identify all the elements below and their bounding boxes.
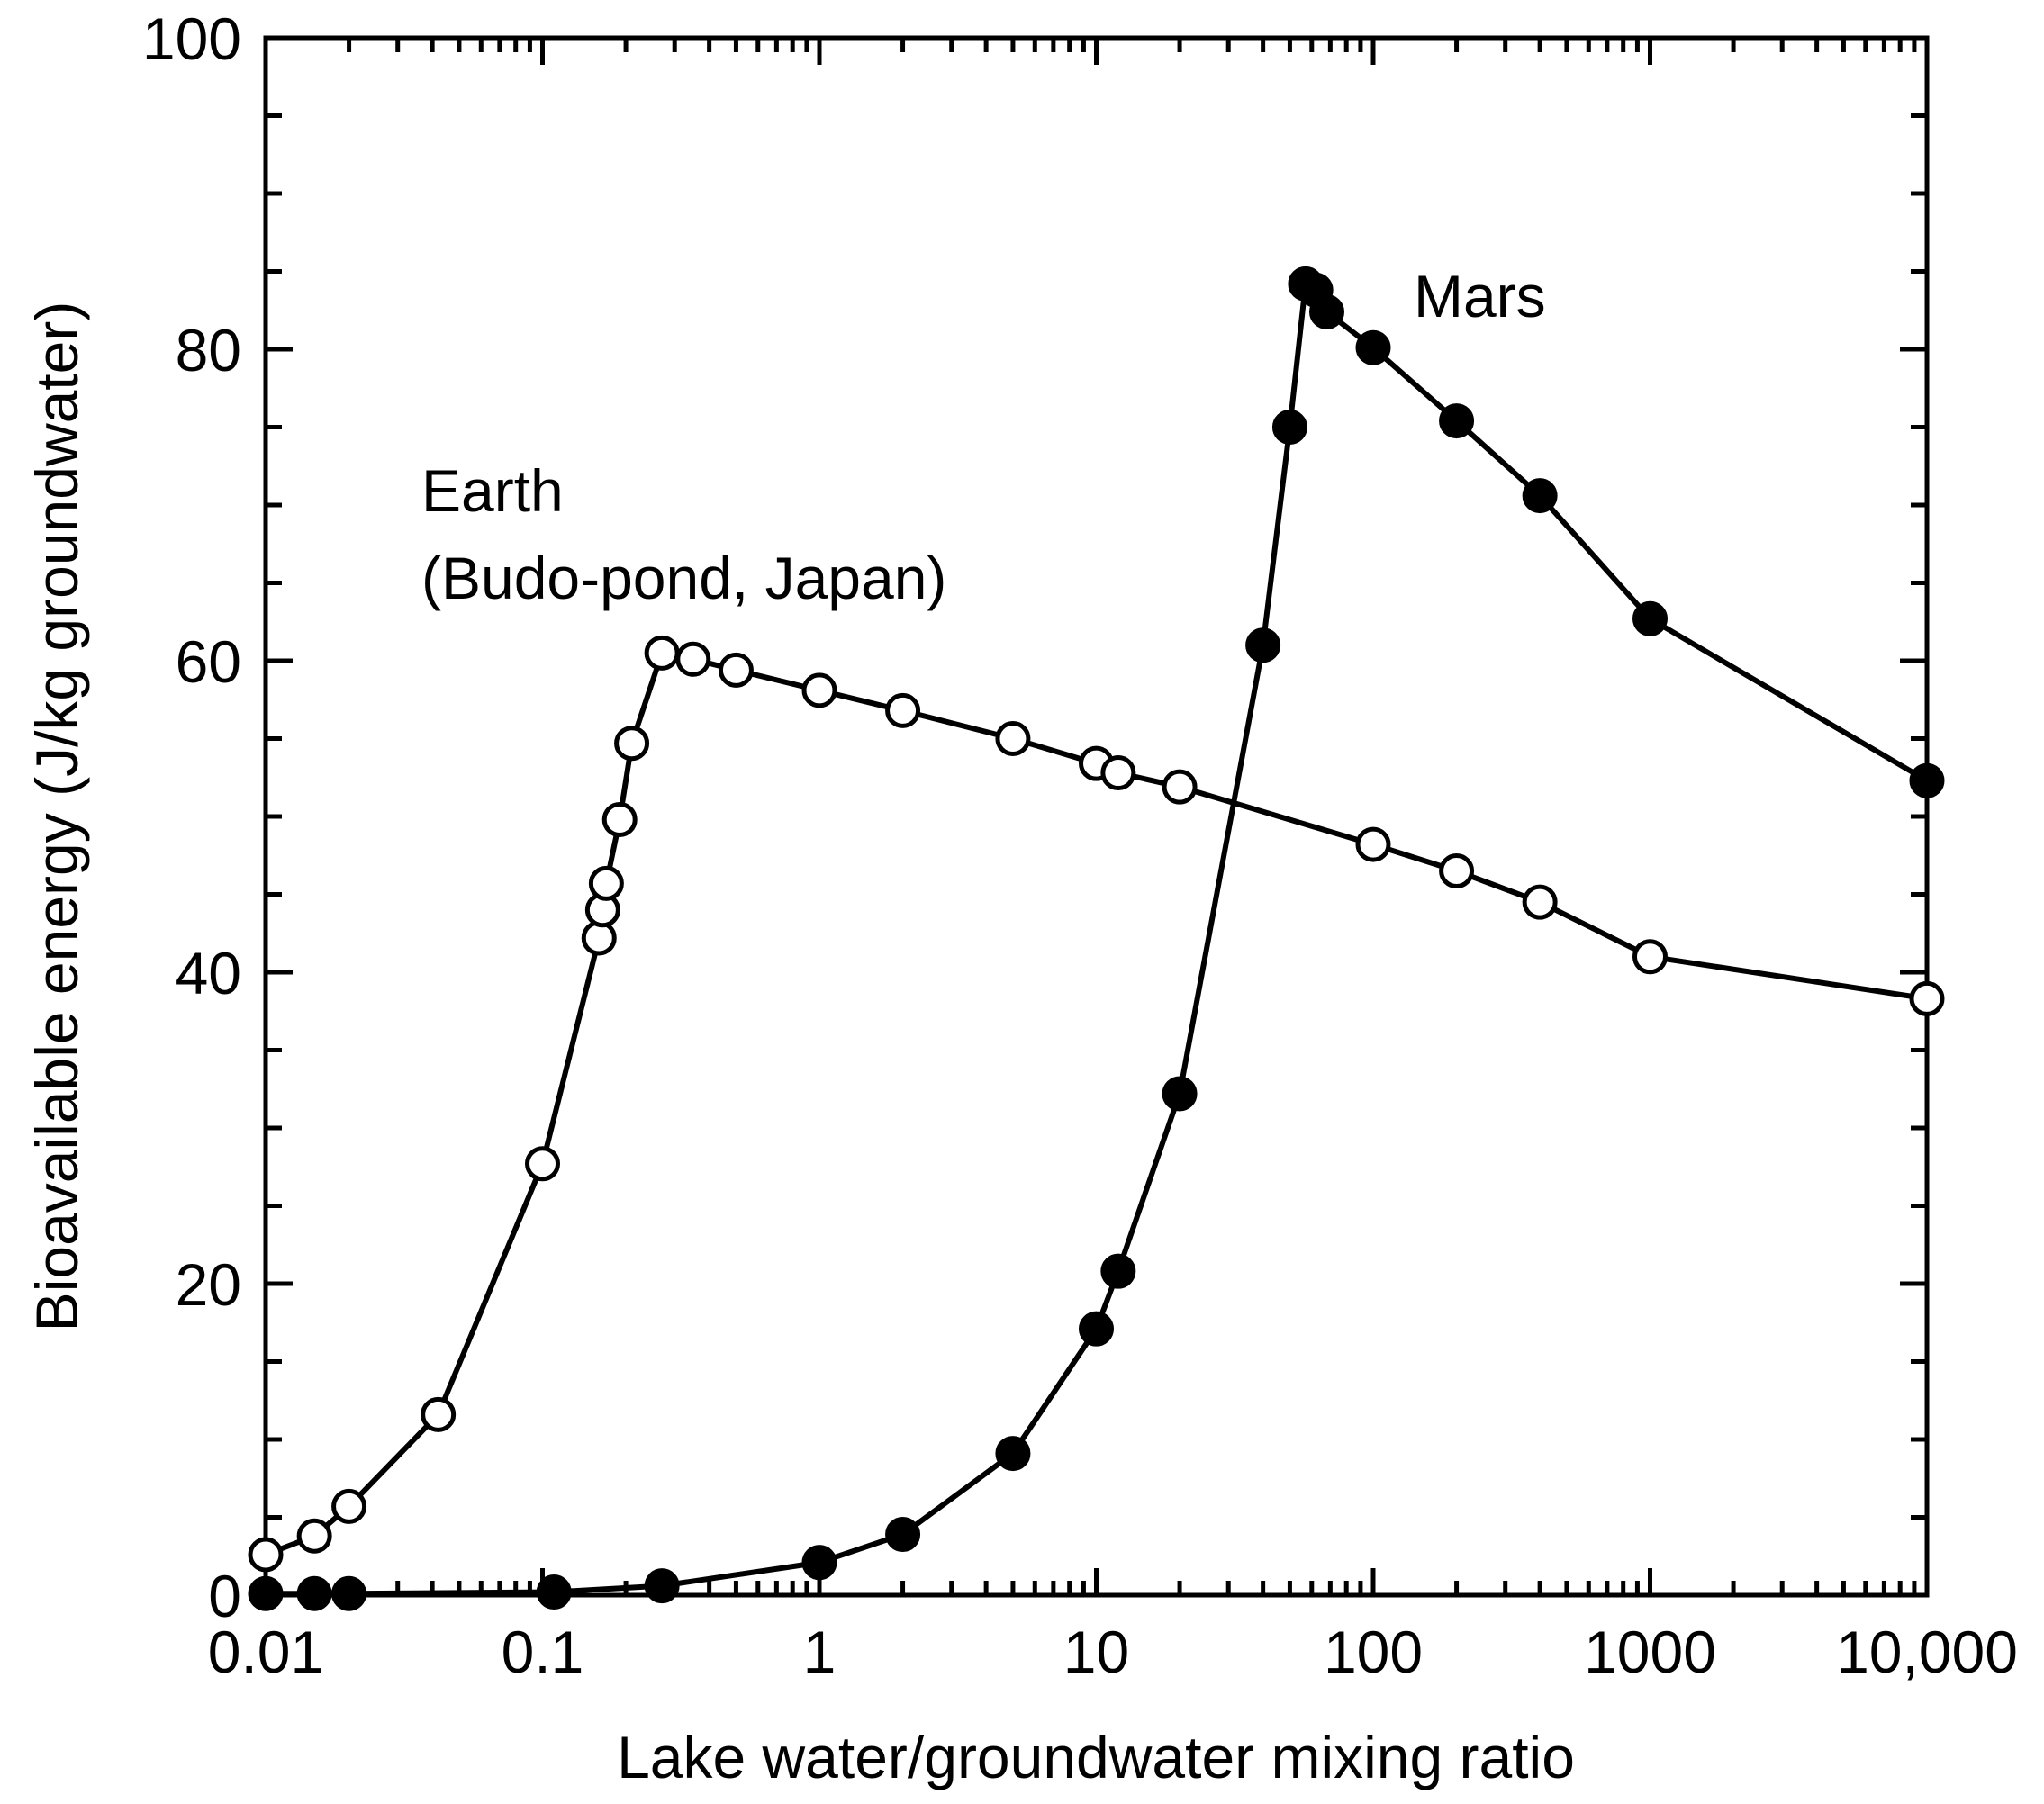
earth-data-point: [421, 1396, 457, 1432]
earth-data-point: [248, 1537, 284, 1573]
annotation-earth-location: (Budo-pond, Japan): [421, 545, 946, 611]
mars-data-point: [644, 1568, 680, 1604]
y-tick-labels: 0 20 40 60 80 100: [142, 5, 241, 1629]
mars-data-point: [1100, 1253, 1136, 1289]
plot-frame: [263, 35, 1930, 1598]
y-tick-label: 60: [176, 628, 241, 695]
mars-data-point: [1308, 293, 1344, 329]
earth-data-point: [885, 692, 921, 728]
x-tick-label: 10,000: [1836, 1619, 2018, 1685]
annotation-mars: Mars: [1414, 263, 1546, 329]
y-tick-label: 100: [142, 5, 241, 72]
mars-data-point: [995, 1436, 1031, 1472]
earth-data-point: [614, 726, 650, 762]
mars-data-point: [1909, 762, 1945, 798]
x-axis-label: Lake water/groundwater mixing ratio: [617, 1724, 1575, 1790]
y-tick-label: 40: [176, 940, 241, 1006]
x-tick-label: 1: [803, 1619, 837, 1685]
mars-data-point: [536, 1574, 572, 1610]
mars-data-point: [801, 1545, 837, 1581]
earth-data-point: [1100, 755, 1136, 791]
earth-data-point: [1355, 826, 1391, 862]
mars-data-point: [1439, 403, 1475, 439]
x-tick-label: 1000: [1584, 1619, 1716, 1685]
y-tick-label: 80: [176, 317, 241, 383]
x-tick-label: 0.1: [502, 1619, 584, 1685]
earth-data-point: [1439, 853, 1475, 889]
x-tick-labels: 0.01 0.1 1 10 100 1000 10,000: [208, 1619, 2018, 1685]
earth-data-point: [995, 721, 1031, 756]
mars-data-point: [1522, 478, 1558, 514]
earth-data-point: [1522, 884, 1558, 920]
earth-data-point: [718, 652, 754, 688]
earth-data-point: [675, 641, 711, 677]
mars-data-point: [1271, 410, 1307, 445]
earth-data-point: [525, 1146, 560, 1182]
earth-data-point: [581, 920, 617, 956]
earth-data-point: [801, 672, 837, 708]
series-points: [248, 266, 1945, 1611]
mars-data-point: [1355, 329, 1391, 365]
x-tick-label: 100: [1324, 1619, 1423, 1685]
mars-data-point: [248, 1575, 284, 1611]
x-tick-label: 10: [1063, 1619, 1129, 1685]
earth-data-point: [331, 1488, 367, 1524]
mars-data-point: [1079, 1311, 1114, 1347]
y-axis-label: Bioavailable energy (J/kg groundwater): [23, 302, 90, 1332]
x-tick-label: 0.01: [208, 1619, 323, 1685]
earth-data-point: [1909, 980, 1945, 1016]
y-tick-label: 20: [176, 1251, 241, 1318]
series-line-earth: [264, 650, 1928, 1557]
mars-data-point: [331, 1575, 367, 1611]
mars-data-point: [885, 1517, 921, 1553]
earth-data-point: [601, 801, 638, 837]
earth-data-point: [588, 865, 624, 901]
mars-data-point: [1245, 627, 1281, 663]
earth-data-point: [644, 635, 680, 671]
mars-data-point: [1632, 600, 1668, 636]
mars-data-point: [296, 1575, 332, 1611]
earth-data-point: [1632, 939, 1668, 975]
earth-data-point: [1162, 769, 1198, 805]
axis-ticks: [263, 35, 1930, 1598]
y-tick-label: 0: [208, 1563, 241, 1629]
earth-data-point: [296, 1518, 332, 1554]
annotation-earth: Earth: [421, 457, 564, 524]
mars-data-point: [1162, 1076, 1198, 1112]
